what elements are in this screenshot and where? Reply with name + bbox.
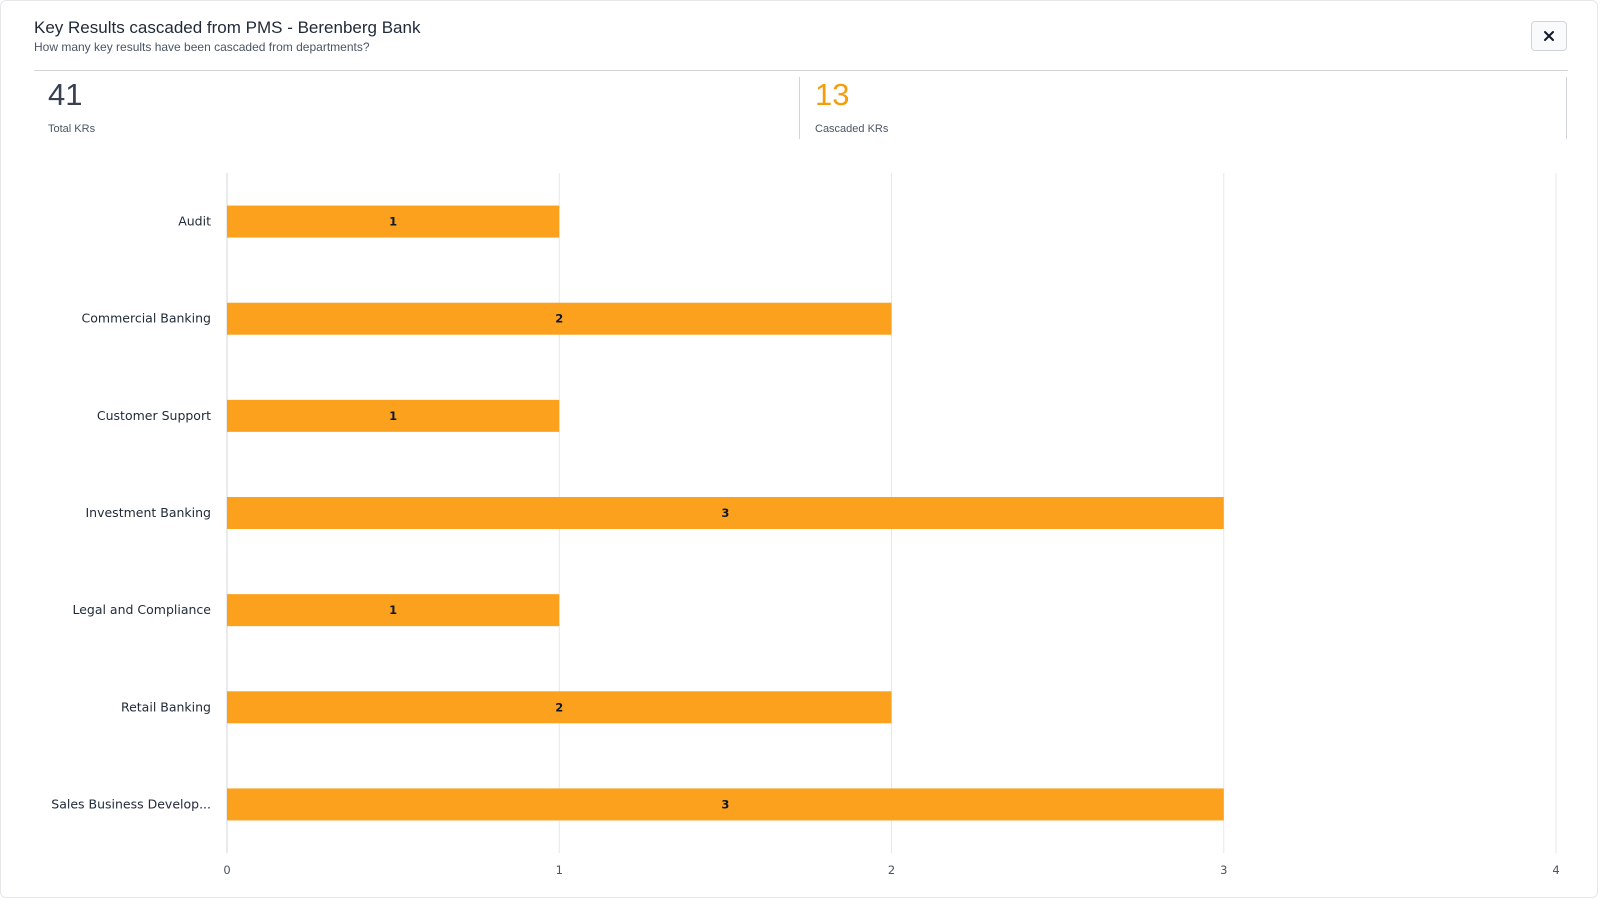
bar-2 <box>227 399 560 432</box>
bar-chart: 0 1 2 3 4 1 Audit 2 Commercial Banking 1 Customer … <box>1 161 1597 891</box>
stat-total-krs-value: 41 <box>48 77 83 112</box>
x-tick-label-0: 0 <box>223 863 230 877</box>
stat-total-krs-label: Total KRs <box>48 123 96 135</box>
category-label-5: Retail Banking <box>121 699 211 714</box>
bar-6 <box>227 788 1224 821</box>
bar-value-label-2: 1 <box>389 409 397 423</box>
bar-value-label-4: 1 <box>389 603 397 617</box>
x-tick-label-3: 3 <box>1220 863 1227 877</box>
close-button[interactable] <box>1531 21 1567 51</box>
category-label-4: Legal and Compliance <box>72 602 211 617</box>
modal-subtitle: How many key results have been cascaded … <box>34 40 370 54</box>
stat-cascaded-krs-value: 13 <box>815 77 850 112</box>
bar-value-label-1: 2 <box>555 312 563 326</box>
category-label-3: Investment Banking <box>85 505 211 520</box>
x-tick-label-2: 2 <box>888 863 895 877</box>
category-label-1: Commercial Banking <box>82 311 211 326</box>
category-label-0: Audit <box>178 214 211 229</box>
bar-1 <box>227 302 892 335</box>
bar-chart-svg: 0 1 2 3 4 1 Audit 2 Commercial Banking 1 Customer … <box>51 173 1560 877</box>
x-tick-label-1: 1 <box>556 863 563 877</box>
modal-title: Key Results cascaded from PMS - Berenber… <box>34 18 421 37</box>
bar-5 <box>227 691 892 724</box>
bar-0 <box>227 205 560 238</box>
category-label-6: Sales Business Develop... <box>51 796 211 811</box>
stat-cascaded-krs: 13 Cascaded KRs <box>801 77 1567 139</box>
stat-total-krs: 41 Total KRs <box>34 77 800 139</box>
stat-cascaded-krs-label: Cascaded KRs <box>815 123 889 135</box>
bar-value-label-5: 2 <box>555 700 563 714</box>
bar-value-label-3: 3 <box>721 506 729 520</box>
modal-header: Key Results cascaded from PMS - Berenber… <box>34 15 1568 71</box>
bar-3 <box>227 497 1224 529</box>
bar-value-label-0: 1 <box>389 215 397 229</box>
stats-row: 41 Total KRs 13 Cascaded KRs <box>34 71 1568 139</box>
bar-value-label-6: 3 <box>721 797 729 811</box>
category-label-2: Customer Support <box>97 408 211 423</box>
bar-4 <box>227 594 560 627</box>
x-tick-label-4: 4 <box>1552 863 1559 877</box>
close-icon <box>1544 31 1554 41</box>
